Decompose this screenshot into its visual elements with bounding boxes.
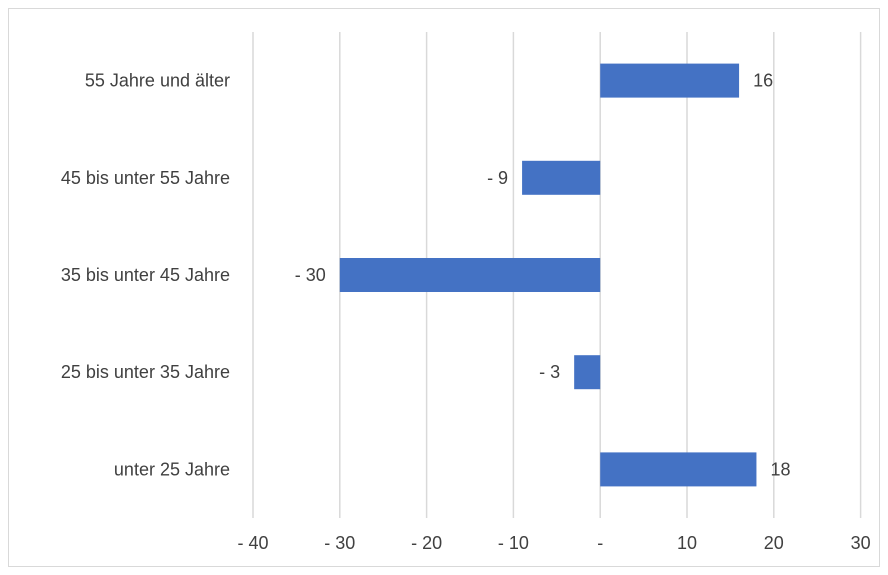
x-tick-label: - 20 <box>411 533 442 553</box>
category-labels: unter 25 Jahre 25 bis unter 35 Jahre 35 bi… <box>61 71 230 480</box>
category-label: 45 bis unter 55 Jahre <box>61 168 230 188</box>
category-label: 35 bis unter 45 Jahre <box>61 265 230 285</box>
bar <box>600 452 757 487</box>
bars <box>339 63 757 487</box>
bar <box>600 63 740 98</box>
category-label: unter 25 Jahre <box>114 459 230 479</box>
data-label: 18 <box>770 459 790 479</box>
gridlines <box>252 32 862 518</box>
bar <box>574 355 601 390</box>
x-axis-tick-labels: - 40 - 30 - 20 - 10 - 10 20 30 <box>237 533 870 553</box>
data-label: 16 <box>753 71 773 91</box>
x-tick-label: - 40 <box>237 533 268 553</box>
x-tick-label: 20 <box>764 533 784 553</box>
category-label: 55 Jahre und älter <box>85 71 230 91</box>
data-label: - 30 <box>295 265 326 285</box>
category-label: 25 bis unter 35 Jahre <box>61 362 230 382</box>
bar <box>339 258 601 292</box>
x-tick-label: - 10 <box>498 533 529 553</box>
data-labels: 18 - 3 - 30 - 9 16 <box>295 71 791 480</box>
x-tick-label: 10 <box>677 533 697 553</box>
x-tick-label: - 30 <box>324 533 355 553</box>
x-tick-label: - <box>597 533 603 553</box>
bar <box>522 160 601 195</box>
x-tick-label: 30 <box>851 533 871 553</box>
data-label: - 3 <box>539 362 560 382</box>
data-label: - 9 <box>487 168 508 188</box>
